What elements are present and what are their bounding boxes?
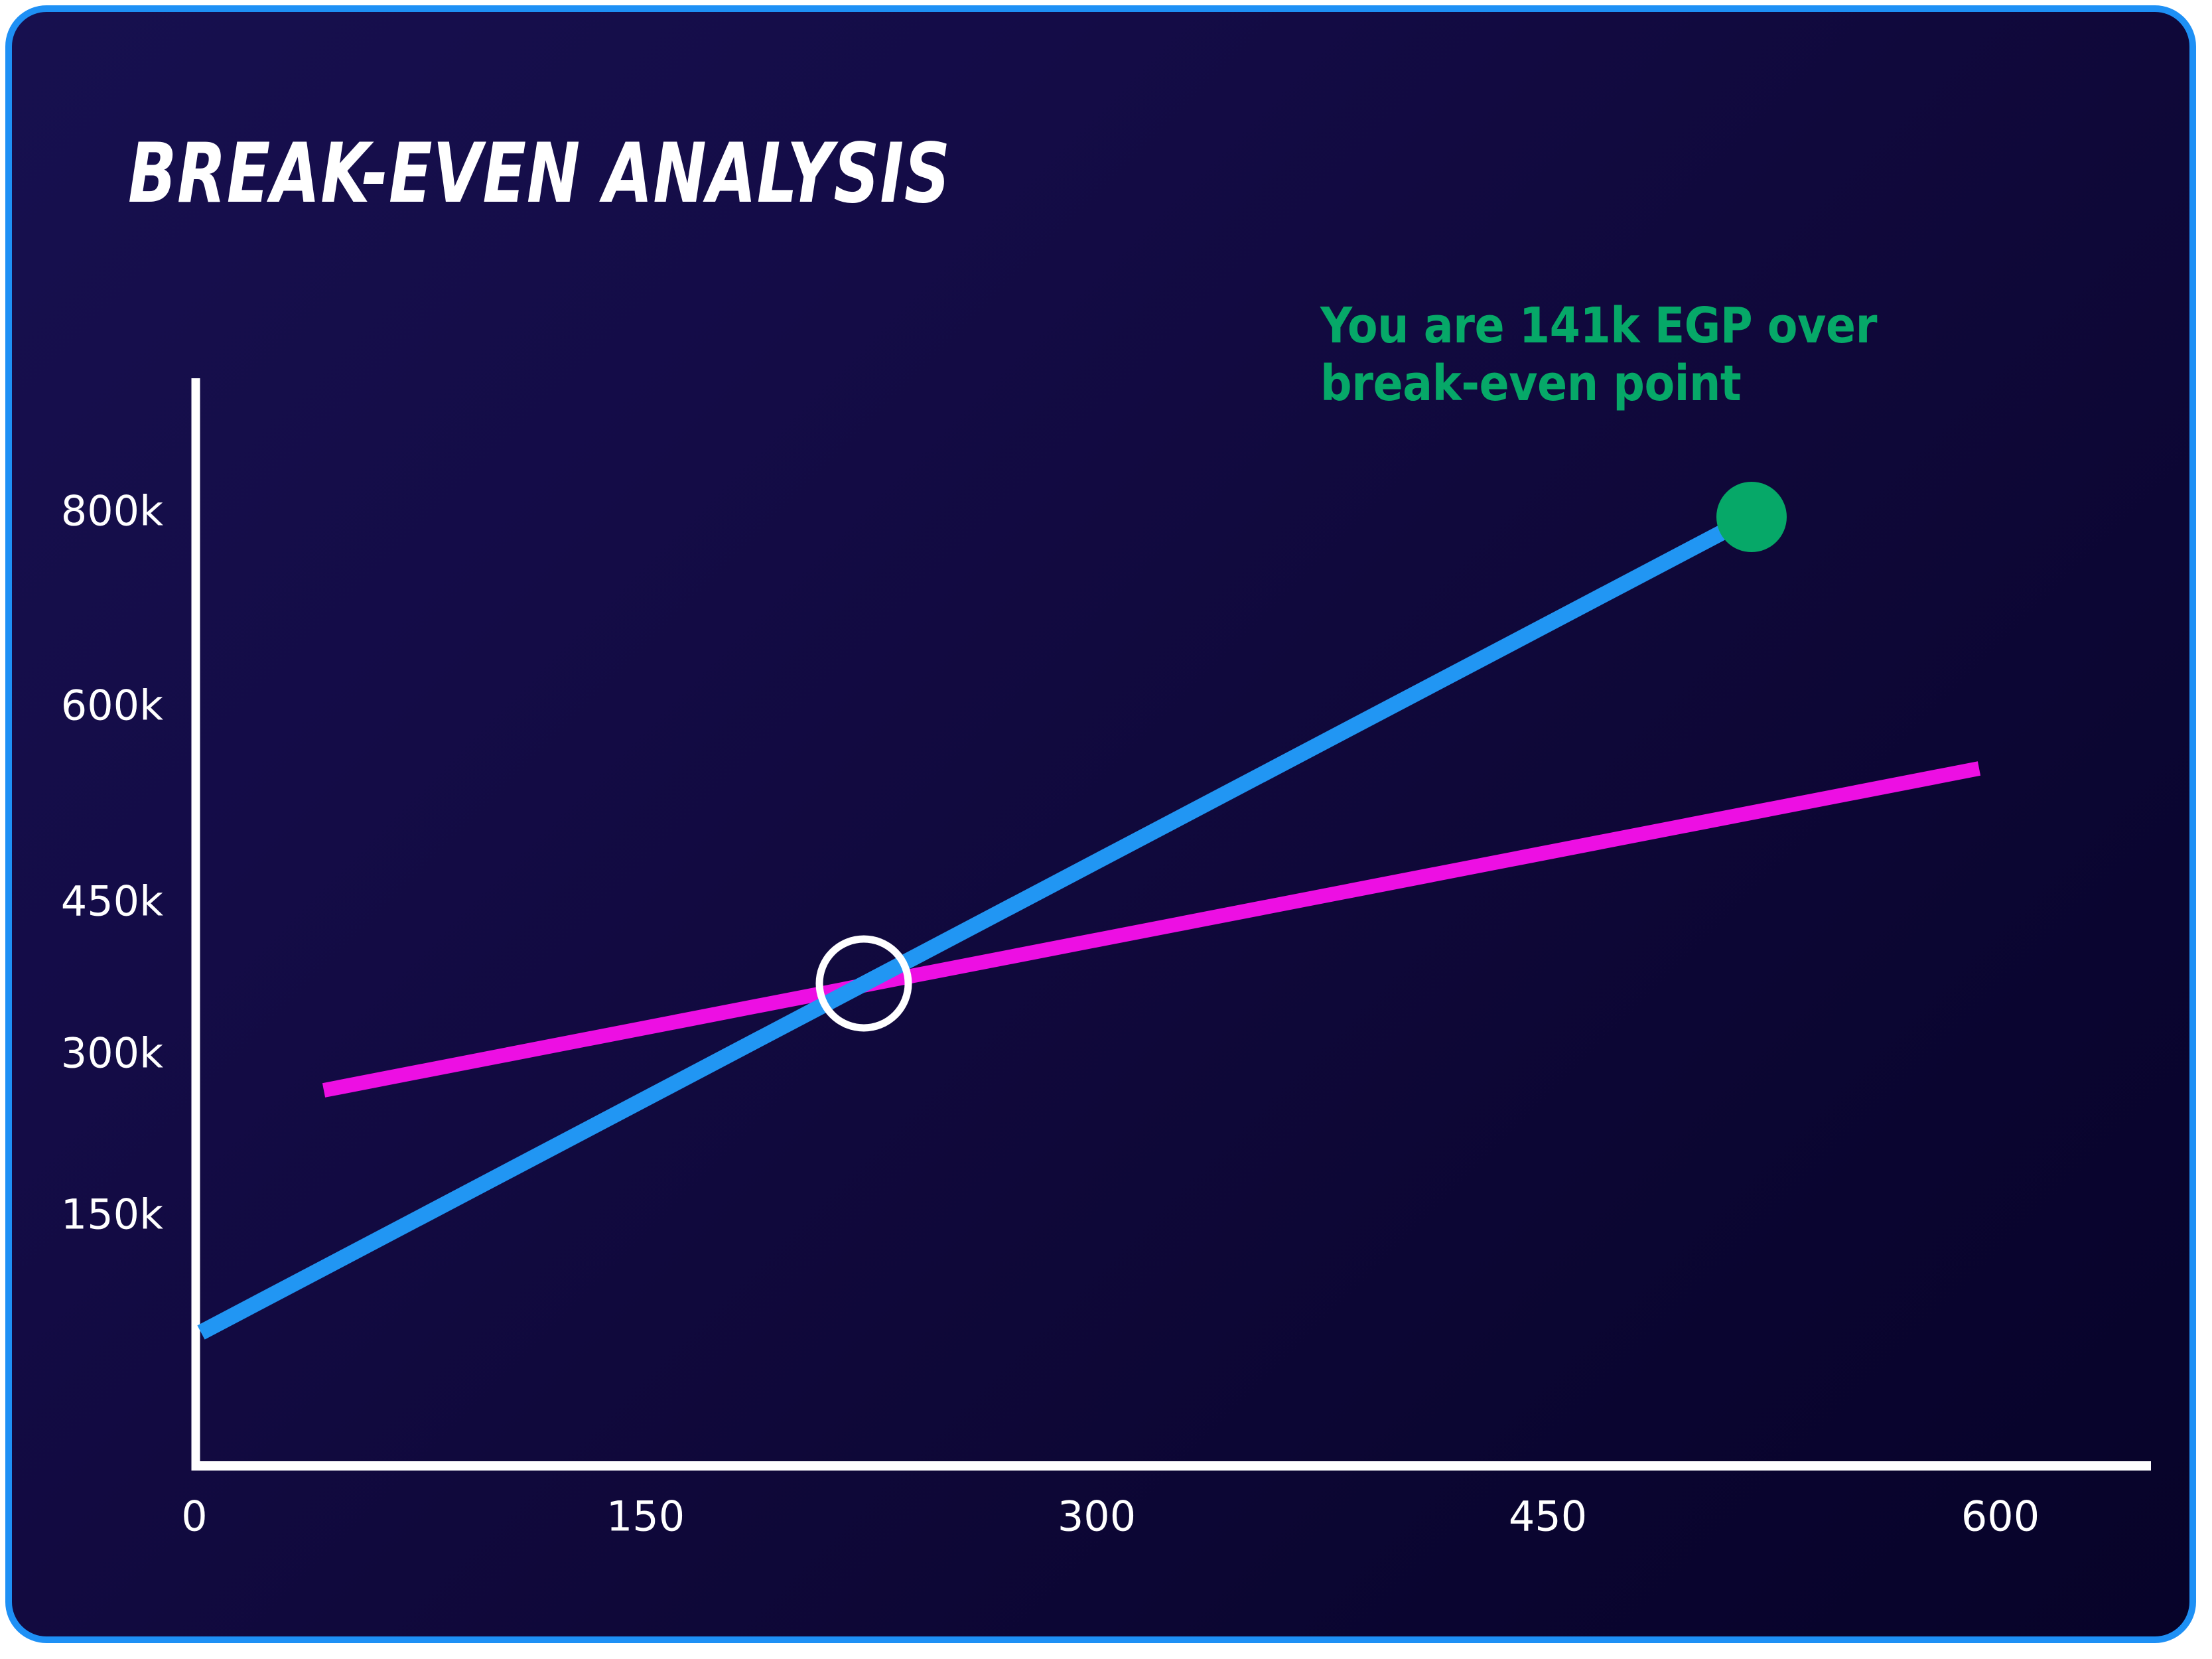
x-tick-0: 0 [181,1492,208,1541]
x-tick-450: 450 [1508,1492,1588,1541]
y-tick-450k: 450k [60,877,163,926]
annotation-line-1: You are 141k EGP over [1320,297,1877,354]
x-axis-tick-labels: 0 150 300 450 600 [12,12,2189,1636]
axis-lines [191,378,2151,1471]
break-even-point-marker [815,935,912,1032]
y-tick-800k: 800k [60,486,163,536]
total-cost-line [322,761,1981,1098]
annotation-line-2: break-even point [1320,355,1742,413]
y-tick-600k: 600k [60,681,163,730]
x-tick-150: 150 [606,1492,685,1541]
break-even-annotation: You are 141k EGP over break-even point [1320,297,1984,413]
revenue-endpoint-dot [1716,482,1787,552]
chart-card: BREAK-EVEN ANALYSIS You are 141k EGP ove… [5,5,2196,1643]
plot-area [12,12,2189,1636]
x-tick-300: 300 [1057,1492,1137,1541]
revenue-line [197,510,1756,1340]
y-tick-150k: 150k [60,1190,163,1239]
page-title: BREAK-EVEN ANALYSIS [128,126,951,222]
y-axis-tick-labels: 800k 600k 450k 300k 150k [12,12,163,1636]
x-tick-600: 600 [1961,1492,2040,1541]
y-tick-300k: 300k [60,1029,163,1078]
